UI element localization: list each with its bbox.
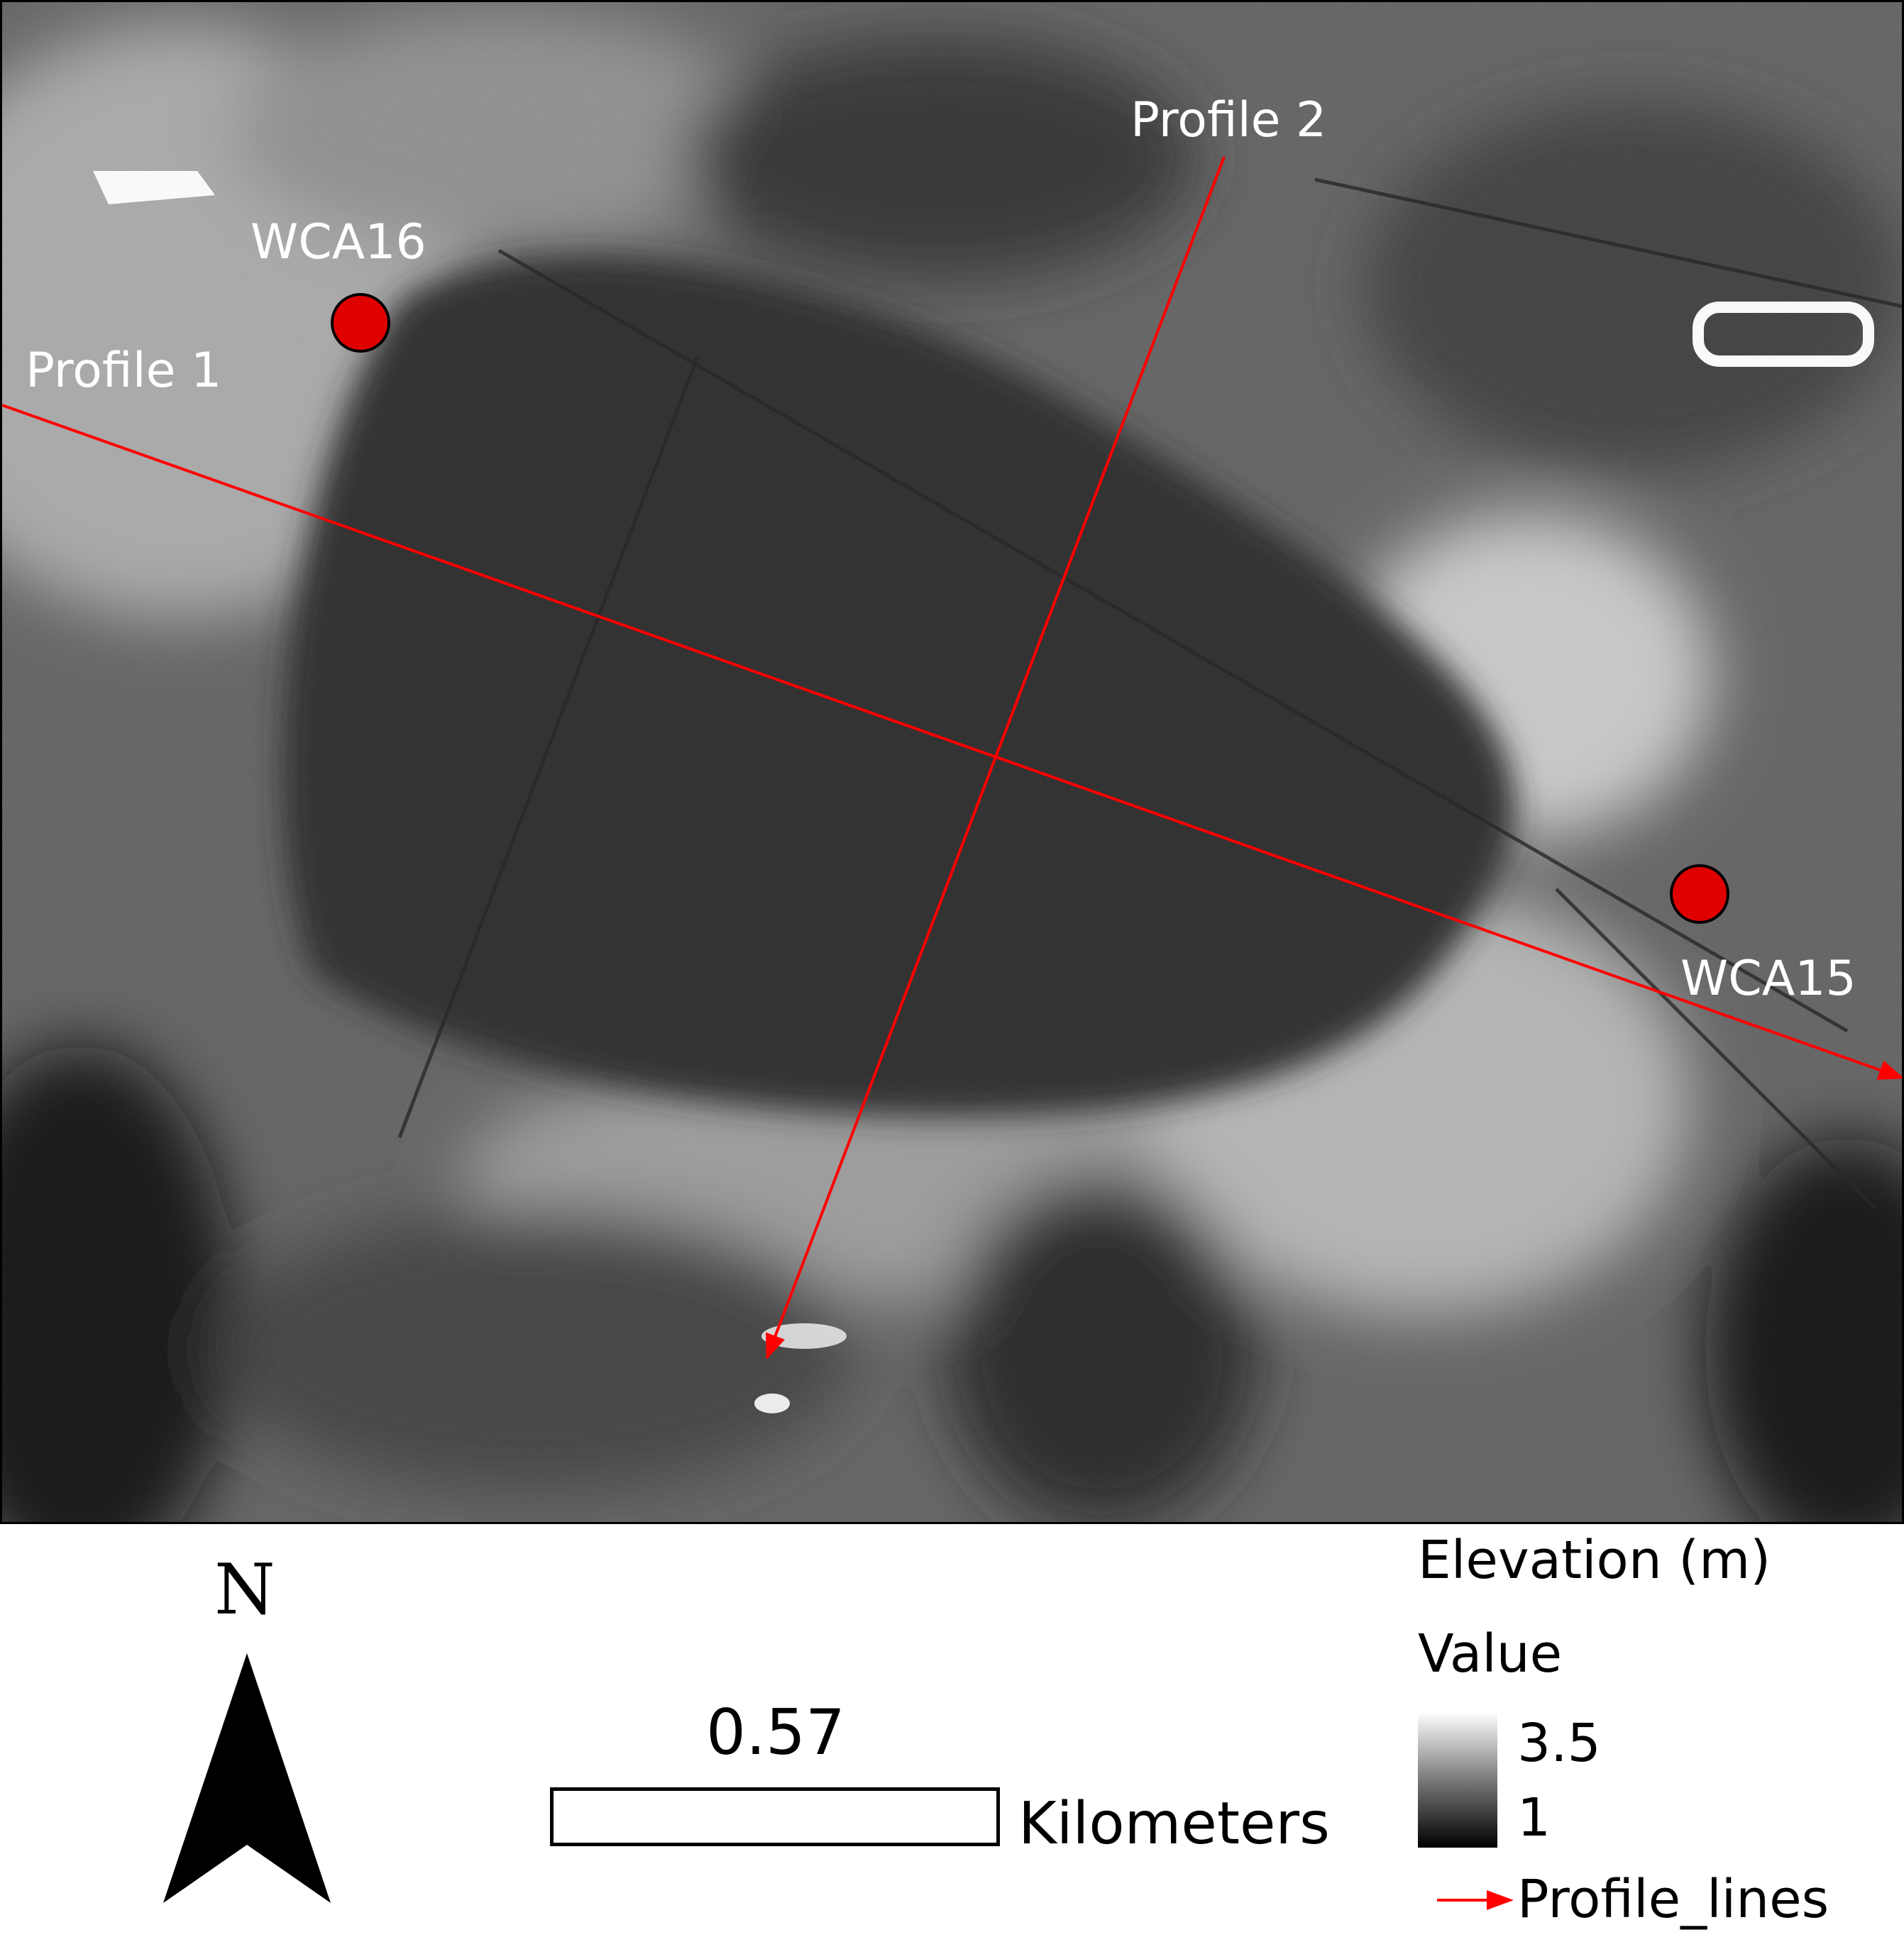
profile-1-label: Profile 1 bbox=[26, 343, 222, 399]
legend-field-label: Value bbox=[1418, 1623, 1563, 1684]
legend-profile-lines-label: Profile_lines bbox=[1517, 1869, 1829, 1930]
station-marker-wca15[interactable] bbox=[1670, 864, 1729, 924]
station-marker-wca16[interactable] bbox=[331, 293, 390, 353]
profile-line-2 bbox=[766, 156, 1226, 1360]
raster-texture bbox=[2, 2, 1902, 1522]
legend-title: Elevation (m) bbox=[1418, 1530, 1771, 1591]
elevation-raster bbox=[2, 2, 1902, 1522]
legend-high-value: 3.5 bbox=[1517, 1713, 1601, 1774]
profile-line-1 bbox=[2, 404, 1902, 1080]
scale-bar-value: 0.57 bbox=[706, 1696, 845, 1769]
elevation-map: Profile 1 Profile 2 WCA16 WCA15 bbox=[0, 0, 1904, 1524]
scale-bar-unit: Kilometers bbox=[1018, 1790, 1330, 1858]
profile-2-label: Profile 2 bbox=[1130, 92, 1327, 148]
legend-color-ramp bbox=[1418, 1712, 1497, 1848]
scale-bar bbox=[550, 1787, 1000, 1846]
legend-profile-line-symbol bbox=[1437, 1890, 1514, 1910]
station-label-wca16: WCA16 bbox=[251, 214, 427, 270]
north-letter: N bbox=[214, 1550, 275, 1631]
north-arrow-icon bbox=[163, 1653, 331, 1903]
station-label-wca15: WCA15 bbox=[1680, 951, 1856, 1007]
legend-low-value: 1 bbox=[1517, 1787, 1551, 1848]
